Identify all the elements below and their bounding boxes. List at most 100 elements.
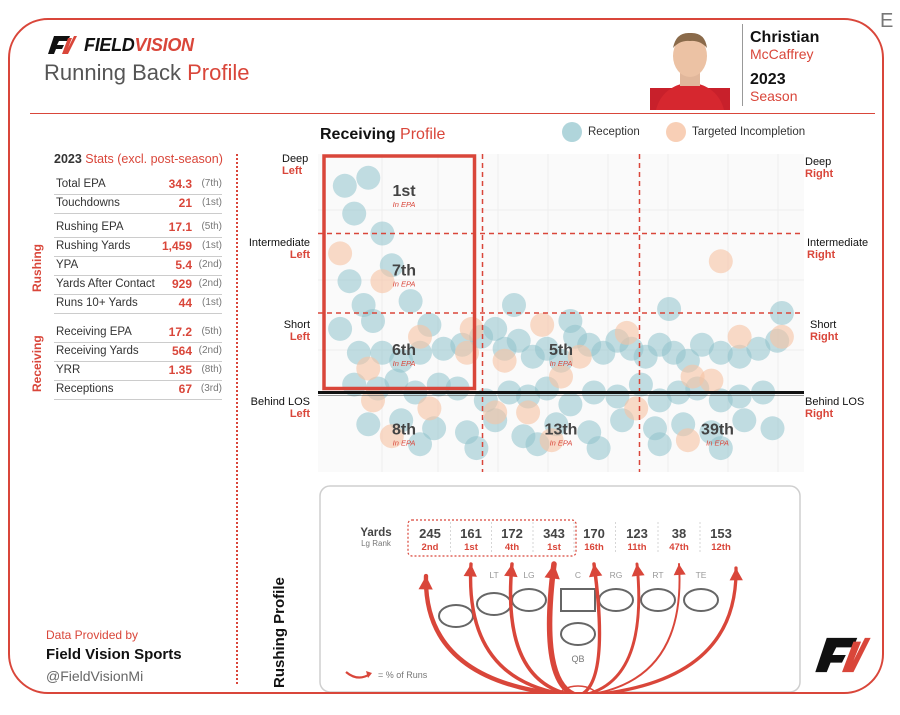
stat-label: Yards After Contact: [56, 278, 155, 290]
run-arrow-head: [463, 564, 477, 577]
incompletion-point: [675, 428, 700, 453]
stat-row-ypa: YPA 5.4 (2nd): [54, 257, 222, 276]
stat-row-rushing-epa: Rushing EPA 17.1 (5th): [54, 219, 222, 238]
edge-letter: E: [880, 10, 894, 32]
reception-point: [408, 432, 432, 457]
incompletion-point: [459, 316, 484, 341]
incompletion-point: [530, 312, 555, 337]
reception-point: [558, 392, 583, 417]
run-arrow: [508, 562, 567, 692]
stat-value: 17.2: [168, 325, 192, 339]
incompletion-point: [356, 356, 381, 381]
incompletion-point: [727, 324, 752, 349]
incompletion-point: [417, 396, 442, 421]
incompletion-point: [699, 368, 724, 393]
incompletion-point: [549, 364, 573, 389]
zone-label-intermediate-left: Intermediate Left: [248, 237, 310, 261]
gap-yards: 172: [501, 526, 523, 541]
incompletion-point: [370, 269, 395, 294]
run-arrow-head: [589, 564, 603, 578]
run-arrow-head: [673, 564, 686, 576]
incompletion-point: [516, 400, 541, 425]
incompletion-legend-icon: [666, 122, 686, 142]
reception-point: [328, 316, 353, 341]
zone-rank-sublabel: In EPA: [706, 438, 729, 447]
fv-logo-icon: [48, 36, 77, 54]
reception-legend-icon: [562, 122, 582, 142]
reception-point: [727, 384, 752, 409]
panel-divider: [236, 154, 238, 684]
lg-rank-label: Lg Rank: [361, 539, 392, 548]
run-arrow: [602, 566, 738, 692]
gap-rank: 12th: [711, 542, 731, 553]
stat-value: 1.35: [168, 363, 192, 377]
stats-heading: 2023 Stats (excl. post-season): [54, 152, 223, 166]
zone-rank-label: 5th: [549, 342, 573, 359]
reception-point: [708, 340, 733, 365]
incompletion-point: [680, 364, 705, 389]
run-arrow: [582, 562, 602, 692]
gap-yards: 170: [583, 526, 605, 541]
gap-rank: 16th: [584, 542, 604, 553]
stat-row-total-epa: Total EPA 34.3 (7th): [54, 176, 222, 195]
reception-point: [760, 416, 785, 441]
reception-point: [605, 384, 630, 409]
run-arrow-head: [418, 576, 433, 590]
gap-rank: 4th: [505, 542, 519, 553]
stat-value: 5.4: [175, 258, 192, 272]
stat-rank: (2nd): [198, 278, 222, 289]
reception-point: [727, 344, 752, 369]
run-arrow-head: [544, 564, 560, 580]
zone-label-intermediate-right: Intermediate Right: [807, 237, 869, 261]
reception-point: [431, 336, 456, 361]
reception-point: [586, 436, 611, 461]
gap-yards: 153: [710, 526, 732, 541]
zone-rank-sublabel: In EPA: [393, 438, 416, 447]
reception-point: [356, 165, 381, 190]
fv-logo-icon-footer: [815, 637, 871, 673]
stat-value: 34.3: [168, 177, 192, 191]
stat-rank: (1st): [202, 197, 222, 208]
stat-row-yrr: YRR 1.35 (8th): [54, 362, 222, 381]
gap-yards: 123: [626, 526, 648, 541]
zone-rank-label: 7th: [392, 262, 416, 279]
reception-point: [657, 297, 682, 321]
reception-point: [384, 368, 409, 393]
stat-label: Rushing Yards: [56, 240, 131, 252]
reception-point: [690, 332, 714, 357]
reception-point: [370, 340, 395, 365]
reception-point: [483, 316, 508, 341]
gap-rank: 1st: [547, 542, 562, 553]
gap-rank: 1st: [464, 542, 479, 553]
incompletion-point: [408, 324, 432, 349]
credit-provided-by: Data Provided by: [46, 628, 139, 642]
reception-point: [389, 348, 414, 373]
stat-value: 564: [171, 344, 192, 358]
lineman-marker: [683, 588, 719, 612]
incompletion-point: [624, 396, 649, 421]
incompletion-point: [708, 249, 733, 274]
stat-row-receptions: Receptions 67 (3rd): [54, 381, 222, 400]
stat-value: 1,459: [161, 239, 192, 253]
incompletion-point: [539, 428, 564, 453]
stat-label: Receptions: [56, 383, 114, 395]
run-arrow: [597, 563, 681, 692]
stat-value: 17.1: [168, 220, 192, 234]
stat-row-runs-10-yards: Runs 10+ Yards 44 (1st): [54, 295, 222, 314]
header-divider: [742, 24, 743, 106]
reception-point: [361, 309, 385, 333]
rushing-section-label: Rushing: [30, 244, 44, 292]
stat-rank: (1st): [202, 240, 222, 251]
stat-rank: (7th): [201, 178, 222, 189]
credit-handle[interactable]: @FieldVisionMi: [46, 668, 144, 684]
zone-label-short-right: Short Right: [810, 319, 839, 343]
stat-rank: (5th): [201, 221, 222, 232]
reception-point: [337, 269, 362, 294]
lineman-label: RG: [610, 570, 623, 580]
stat-rank: (2nd): [198, 345, 222, 356]
reception-point: [647, 388, 672, 413]
stat-value: 929: [171, 277, 192, 291]
zone-rank-sublabel: In EPA: [393, 200, 416, 209]
gap-yards: 161: [460, 526, 482, 541]
